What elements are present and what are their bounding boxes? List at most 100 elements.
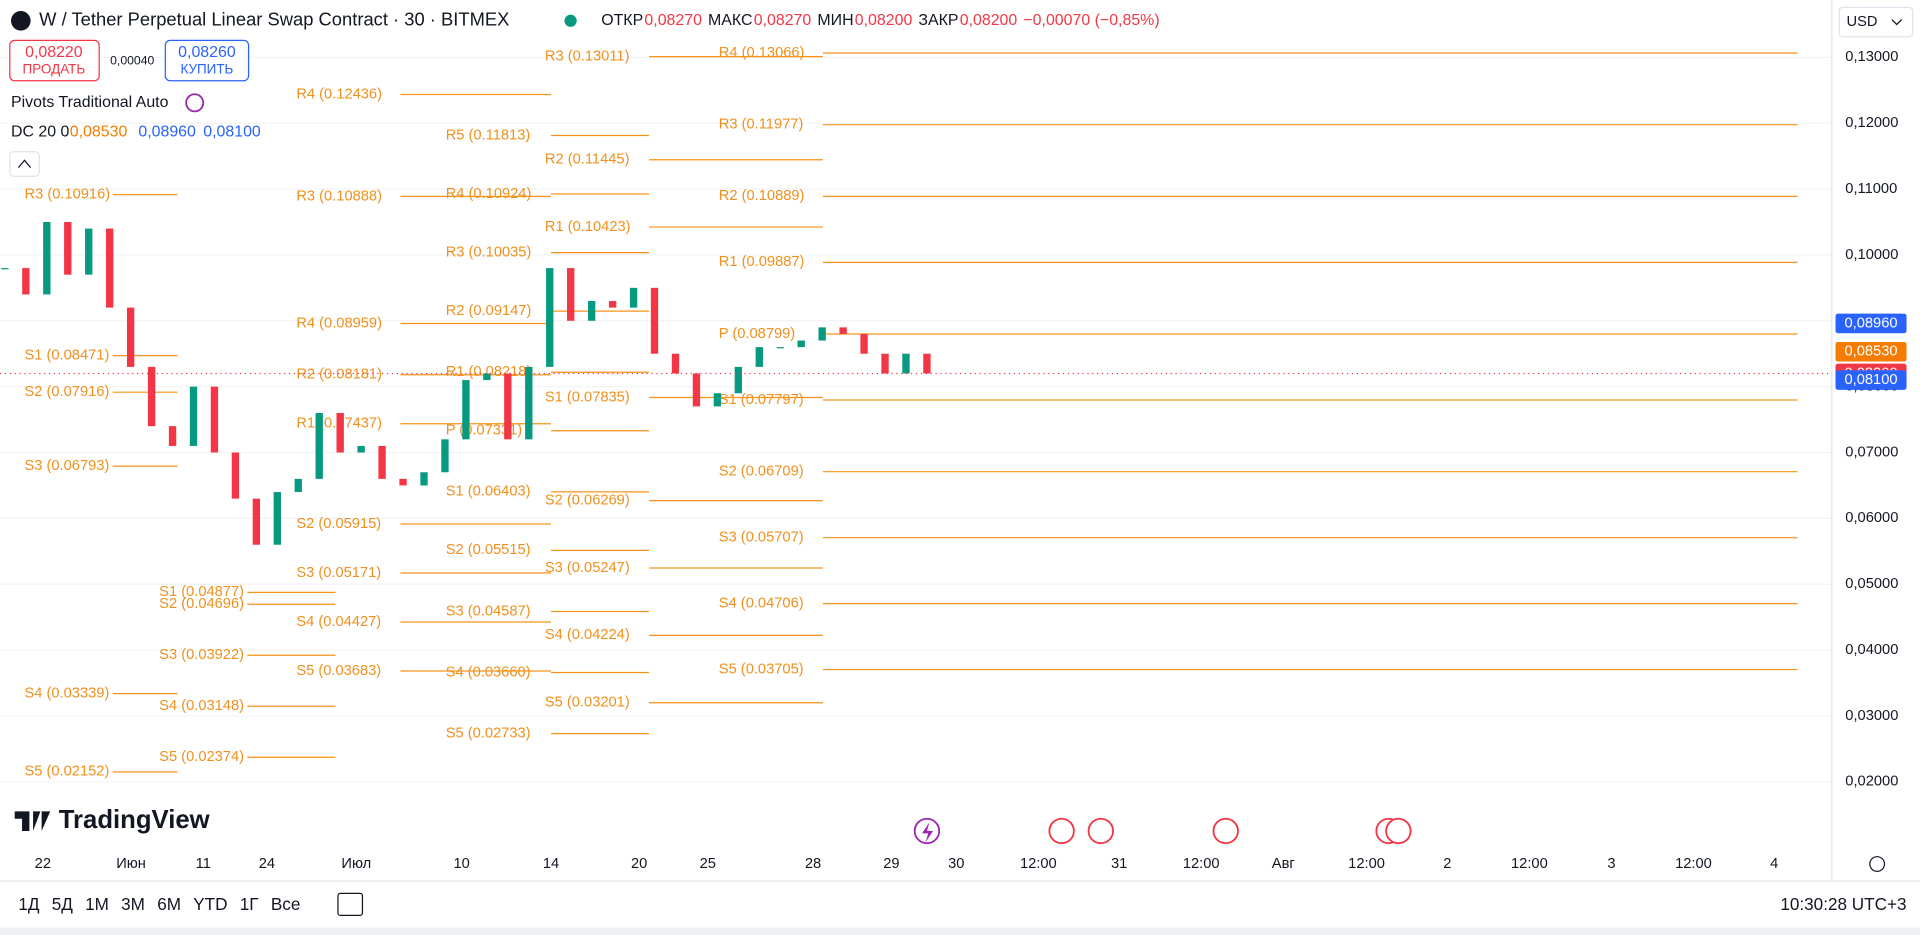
candle bbox=[43, 221, 51, 295]
range-button[interactable]: 1М bbox=[85, 894, 109, 914]
pivot-label: S3 (0.05247) bbox=[545, 560, 630, 576]
pivot-label: R3 (0.11977) bbox=[719, 117, 804, 133]
buy-button[interactable] bbox=[164, 39, 250, 82]
y-tick-label: 0,11000 bbox=[1845, 181, 1897, 197]
candle bbox=[860, 333, 868, 354]
candle bbox=[315, 412, 323, 479]
x-tick-label: 30 bbox=[948, 856, 964, 872]
pivot-label: S2 (0.04696) bbox=[159, 596, 244, 612]
plot-area: R4 (0.13066) R3 (0.11977) R2 (0.10889) R1 (… bbox=[0, 45, 1832, 783]
clock: 10:30:28 UTC+3 bbox=[1780, 894, 1906, 914]
candle bbox=[189, 386, 198, 446]
logo: TradingView bbox=[59, 806, 211, 834]
currency: USD bbox=[1847, 14, 1878, 30]
y-tick-label: 0,04000 bbox=[1845, 642, 1898, 658]
x-tick-label: 29 bbox=[883, 856, 899, 872]
x-tick-label: 24 bbox=[259, 856, 275, 872]
us-event[interactable] bbox=[1087, 817, 1114, 845]
range-button[interactable]: 5Д bbox=[52, 894, 74, 914]
pivots-legend[interactable]: Pivots Traditional Auto bbox=[11, 94, 169, 111]
currency-button[interactable] bbox=[1838, 6, 1914, 38]
range-button[interactable]: 1Д bbox=[18, 894, 40, 914]
x-tick-label: 4 bbox=[1770, 856, 1778, 872]
candle bbox=[1, 268, 9, 270]
pivot-label: S1 (0.07835) bbox=[545, 389, 630, 405]
pivot-label: S1 (0.04877) bbox=[159, 584, 244, 600]
range-button[interactable]: YTD bbox=[193, 894, 227, 914]
pivot-label: R4 (0.13066) bbox=[719, 45, 805, 61]
pivot-label: S2 (0.06709) bbox=[719, 464, 804, 480]
ohlc-label: ЗАКР bbox=[918, 12, 958, 29]
pivot-label: S4 (0.04706) bbox=[719, 595, 804, 611]
ohlc: ОТКР 0,08270 МАКС 0,08270 МИН 0,08200 ЗАКР 0,08… bbox=[601, 12, 1017, 29]
ohlc-value: 0,08270 bbox=[644, 12, 702, 29]
settings-icon[interactable] bbox=[1869, 856, 1886, 872]
pivot-label: S4 (0.03339) bbox=[24, 686, 109, 702]
candle bbox=[567, 268, 575, 321]
us-event[interactable] bbox=[1385, 817, 1412, 845]
event-bolt bbox=[922, 822, 934, 842]
candle bbox=[168, 426, 177, 446]
pivot-label: R4 (0.10924) bbox=[446, 186, 532, 202]
candle bbox=[650, 287, 659, 354]
candle bbox=[147, 366, 156, 427]
date-range-icon[interactable] bbox=[337, 892, 364, 917]
us-event[interactable] bbox=[1048, 817, 1075, 845]
pivot-label: S4 (0.04427) bbox=[296, 614, 381, 630]
sell-label: ПРОДАТЬ bbox=[23, 61, 86, 76]
pivot-label: S5 (0.02152) bbox=[24, 764, 109, 780]
range-button[interactable]: 1Г bbox=[240, 894, 259, 914]
price-label: 0,08100 bbox=[1844, 372, 1897, 388]
candle bbox=[126, 307, 135, 367]
collapse-legend[interactable] bbox=[9, 151, 40, 177]
pivot-label: S3 (0.05707) bbox=[719, 530, 804, 546]
candle bbox=[797, 340, 805, 348]
x-tick-label: 12:00 bbox=[1675, 856, 1712, 872]
range-button[interactable]: 6М bbox=[157, 894, 181, 914]
candle bbox=[378, 445, 386, 479]
x-tick-label: 3 bbox=[1607, 856, 1615, 872]
candle bbox=[923, 353, 931, 374]
ohlc-label: ОТКР bbox=[601, 12, 643, 29]
pivot-label: S4 (0.03660) bbox=[446, 664, 531, 680]
us-event[interactable] bbox=[1212, 817, 1239, 845]
price-label-box bbox=[1835, 370, 1907, 390]
candle bbox=[357, 445, 365, 453]
candle bbox=[881, 353, 889, 374]
symbol-title: W / Tether Perpetual Linear Swap Contrac… bbox=[39, 9, 509, 30]
candle bbox=[336, 412, 344, 453]
candle bbox=[671, 353, 680, 374]
dc-upper: 0,08960 bbox=[138, 123, 196, 140]
dc-middle: 0,08530 bbox=[70, 123, 128, 140]
pivot-label: R3 (0.10888) bbox=[296, 188, 382, 204]
range-button[interactable]: Все bbox=[271, 894, 301, 914]
pivot-label: S5 (0.02733) bbox=[446, 725, 531, 741]
candle bbox=[504, 373, 512, 440]
x-tick-label: Июл bbox=[341, 856, 371, 872]
candle bbox=[818, 327, 826, 341]
pivot-label: S4 (0.03148) bbox=[159, 698, 244, 714]
candle bbox=[106, 228, 114, 308]
pivot-label: S1 (0.07797) bbox=[719, 392, 804, 408]
candle bbox=[546, 268, 554, 367]
buy-label: КУПИТЬ bbox=[180, 61, 233, 76]
pivot-label: S4 (0.04224) bbox=[545, 627, 630, 643]
sell-price: 0,08220 bbox=[25, 44, 83, 61]
market-status[interactable] bbox=[564, 14, 577, 27]
y-tick-label: 0,13000 bbox=[1845, 49, 1898, 65]
toolbar: 1Д 5Д 1М 3М 6М YTD 1Г Все bbox=[18, 894, 300, 914]
x-tick-label: 12:00 bbox=[1511, 856, 1548, 872]
range-button[interactable]: 3М bbox=[121, 894, 145, 914]
event-flags[interactable] bbox=[1048, 817, 1412, 845]
candle bbox=[629, 287, 638, 308]
change: −0,00070 (−0,85%) bbox=[1023, 12, 1159, 29]
x-tick-label: 10 bbox=[453, 856, 469, 872]
sell-button[interactable] bbox=[9, 39, 100, 82]
pivot-label: R2 (0.08181) bbox=[296, 367, 382, 383]
x-tick-label: 12:00 bbox=[1020, 856, 1057, 872]
dc-legend[interactable]: DC 20 0 bbox=[11, 123, 70, 140]
pivots-settings[interactable] bbox=[185, 93, 205, 113]
candle bbox=[273, 492, 281, 545]
